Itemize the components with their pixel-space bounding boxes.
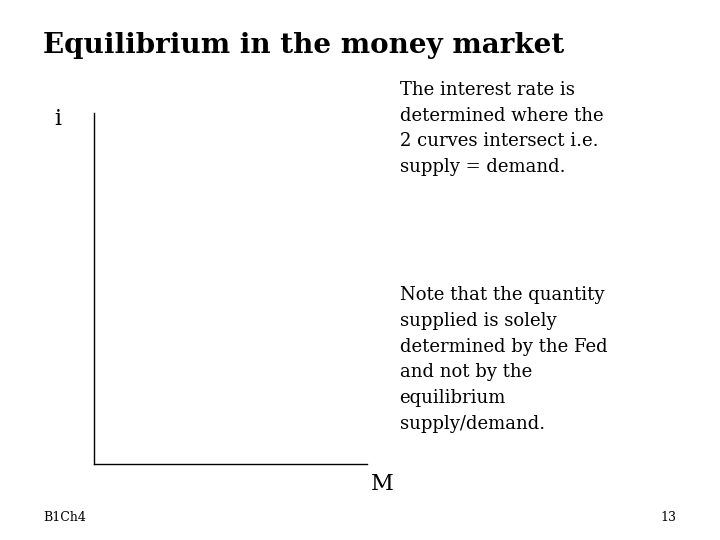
Text: Note that the quantity
supplied is solely
determined by the Fed
and not by the
e: Note that the quantity supplied is solel… [400, 286, 607, 433]
Text: M: M [371, 472, 394, 495]
Text: 13: 13 [661, 511, 677, 524]
Text: B1Ch4: B1Ch4 [43, 511, 86, 524]
Text: Equilibrium in the money market: Equilibrium in the money market [43, 32, 564, 59]
Text: i: i [54, 108, 61, 130]
Text: The interest rate is
determined where the
2 curves intersect i.e.
supply = deman: The interest rate is determined where th… [400, 81, 603, 176]
